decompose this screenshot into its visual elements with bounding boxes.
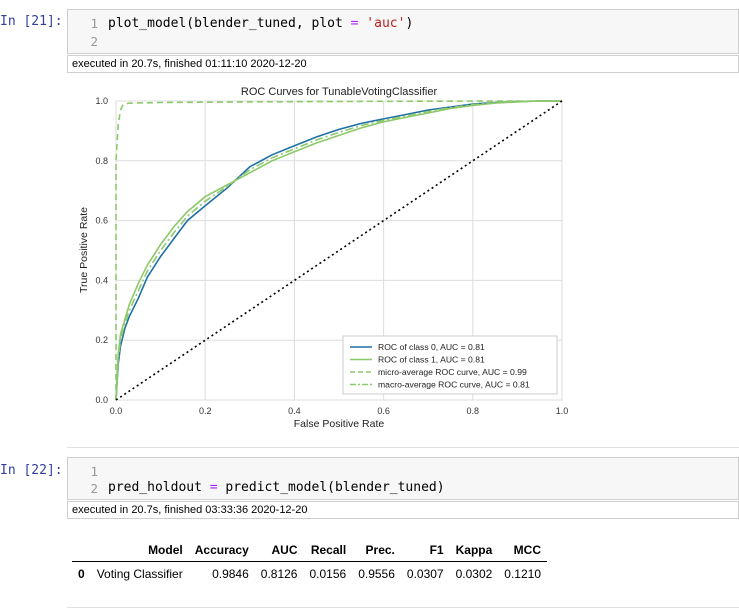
execution-info-21: executed in 20.7s, finished 01:11:10 202…: [67, 55, 739, 73]
table-cell: 0.0302: [455, 567, 493, 581]
code-token: ): [405, 16, 414, 31]
code-token: plot_model(blender_tuned, plot: [108, 16, 351, 31]
line-number: 1: [90, 16, 98, 31]
roc-series-3: [115, 100, 562, 401]
code-cell-21[interactable]: 1 2 plot_model(blender_tuned, plot = 'au…: [67, 9, 739, 54]
x-tick-label: 0.2: [199, 406, 212, 416]
cell-prompt-22: In [22]:: [0, 463, 63, 478]
curves: [115, 100, 563, 401]
table-cell: 0.9846: [212, 567, 249, 581]
y-axis-label: True Positive Rate: [78, 207, 90, 293]
column-header: Accuracy: [188, 539, 255, 562]
x-axis-label: False Positive Rate: [294, 418, 385, 430]
column-header: Kappa: [449, 539, 499, 562]
y-tick-label: 0.0: [95, 395, 108, 405]
x-tick-label: 1.0: [556, 406, 569, 416]
code-operator: =: [209, 480, 218, 495]
results-table: Model Accuracy AUC Recall Prec. F1 Kappa…: [72, 539, 547, 586]
column-header: Recall: [303, 539, 353, 562]
table-cell: 0.1210: [504, 567, 541, 581]
legend-label: ROC of class 0, AUC = 0.81: [378, 342, 485, 352]
roc-chart: 0.0 0.2 0.4 0.6 0.8 1.0 0.0 0.2 0.4 0.6 0.8 1.0 ROC…: [78, 86, 568, 430]
column-header: Prec.: [352, 539, 401, 562]
code-string: 'auc': [366, 16, 406, 31]
execution-info-22: executed in 20.7s, finished 03:33:36 202…: [67, 501, 739, 519]
line-number: 2: [90, 481, 98, 496]
legend-label: micro-average ROC curve, AUC = 0.99: [378, 367, 527, 377]
y-tick-label: 0.2: [95, 335, 108, 345]
output-area-21: 0.0 0.2 0.4 0.6 0.8 1.0 0.0 0.2 0.4 0.6 0.8 1.0 ROC…: [67, 74, 739, 442]
code-token: pred_holdout: [108, 480, 210, 495]
code-line: plot_model(blender_tuned, plot = 'auc'): [108, 16, 413, 31]
y-tick-label: 1.0: [95, 96, 108, 106]
x-tick-label: 0.8: [467, 406, 480, 416]
x-tick-label: 0.4: [288, 406, 301, 416]
x-tick-label: 0.0: [110, 406, 123, 416]
y-tick-label: 0.8: [95, 156, 108, 166]
column-header: AUC: [254, 539, 304, 562]
table-header-row: Model Accuracy AUC Recall Prec. F1 Kappa…: [72, 539, 547, 562]
column-header: F1: [400, 539, 450, 562]
roc-series-1: [115, 100, 562, 401]
code-operator: =: [350, 16, 359, 31]
row-index: 0: [78, 567, 85, 581]
code-cell-22[interactable]: 1 2 pred_holdout = predict_model(blender…: [67, 457, 739, 500]
cell-prompt-21: In [21]:: [0, 14, 63, 29]
chart-title: ROC Curves for TunableVotingClassifier: [241, 86, 438, 98]
code-token: predict_model(blender_tuned): [217, 480, 445, 495]
cell-divider: [67, 447, 739, 448]
ticks: 0.0 0.2 0.4 0.6 0.8 1.0 0.0 0.2 0.4 0.6 0.8 1.0: [95, 96, 568, 416]
legend-box: [342, 335, 558, 395]
column-header: MCC: [498, 539, 547, 562]
legend-label: macro-average ROC curve, AUC = 0.81: [378, 380, 530, 390]
table-cell: 0.8126: [260, 567, 298, 581]
roc-series-0: [115, 100, 562, 401]
code-line: pred_holdout = predict_model(blender_tun…: [108, 480, 445, 495]
legend: ROC of class 0, AUC = 0.81 ROC of class 1…: [342, 335, 558, 395]
table-row: 0 Voting Classifier 0.9846 0.8126 0.0156…: [72, 562, 547, 587]
table-cell: Voting Classifier: [96, 567, 183, 581]
table-cell: 0.9556: [358, 567, 395, 581]
x-tick-label: 0.6: [377, 406, 390, 416]
line-number: 1: [90, 464, 98, 479]
cell-divider: [67, 607, 739, 608]
legend-label: ROC of class 1, AUC = 0.81: [378, 355, 485, 365]
table-cell: 0.0307: [406, 567, 444, 581]
y-tick-label: 0.4: [95, 275, 108, 285]
line-number: 2: [90, 34, 98, 49]
y-tick-label: 0.6: [95, 216, 108, 226]
column-header: Model: [90, 539, 189, 562]
table-cell: 0.0156: [309, 567, 347, 581]
roc-series-2: [115, 100, 562, 400]
column-header: [72, 539, 91, 562]
